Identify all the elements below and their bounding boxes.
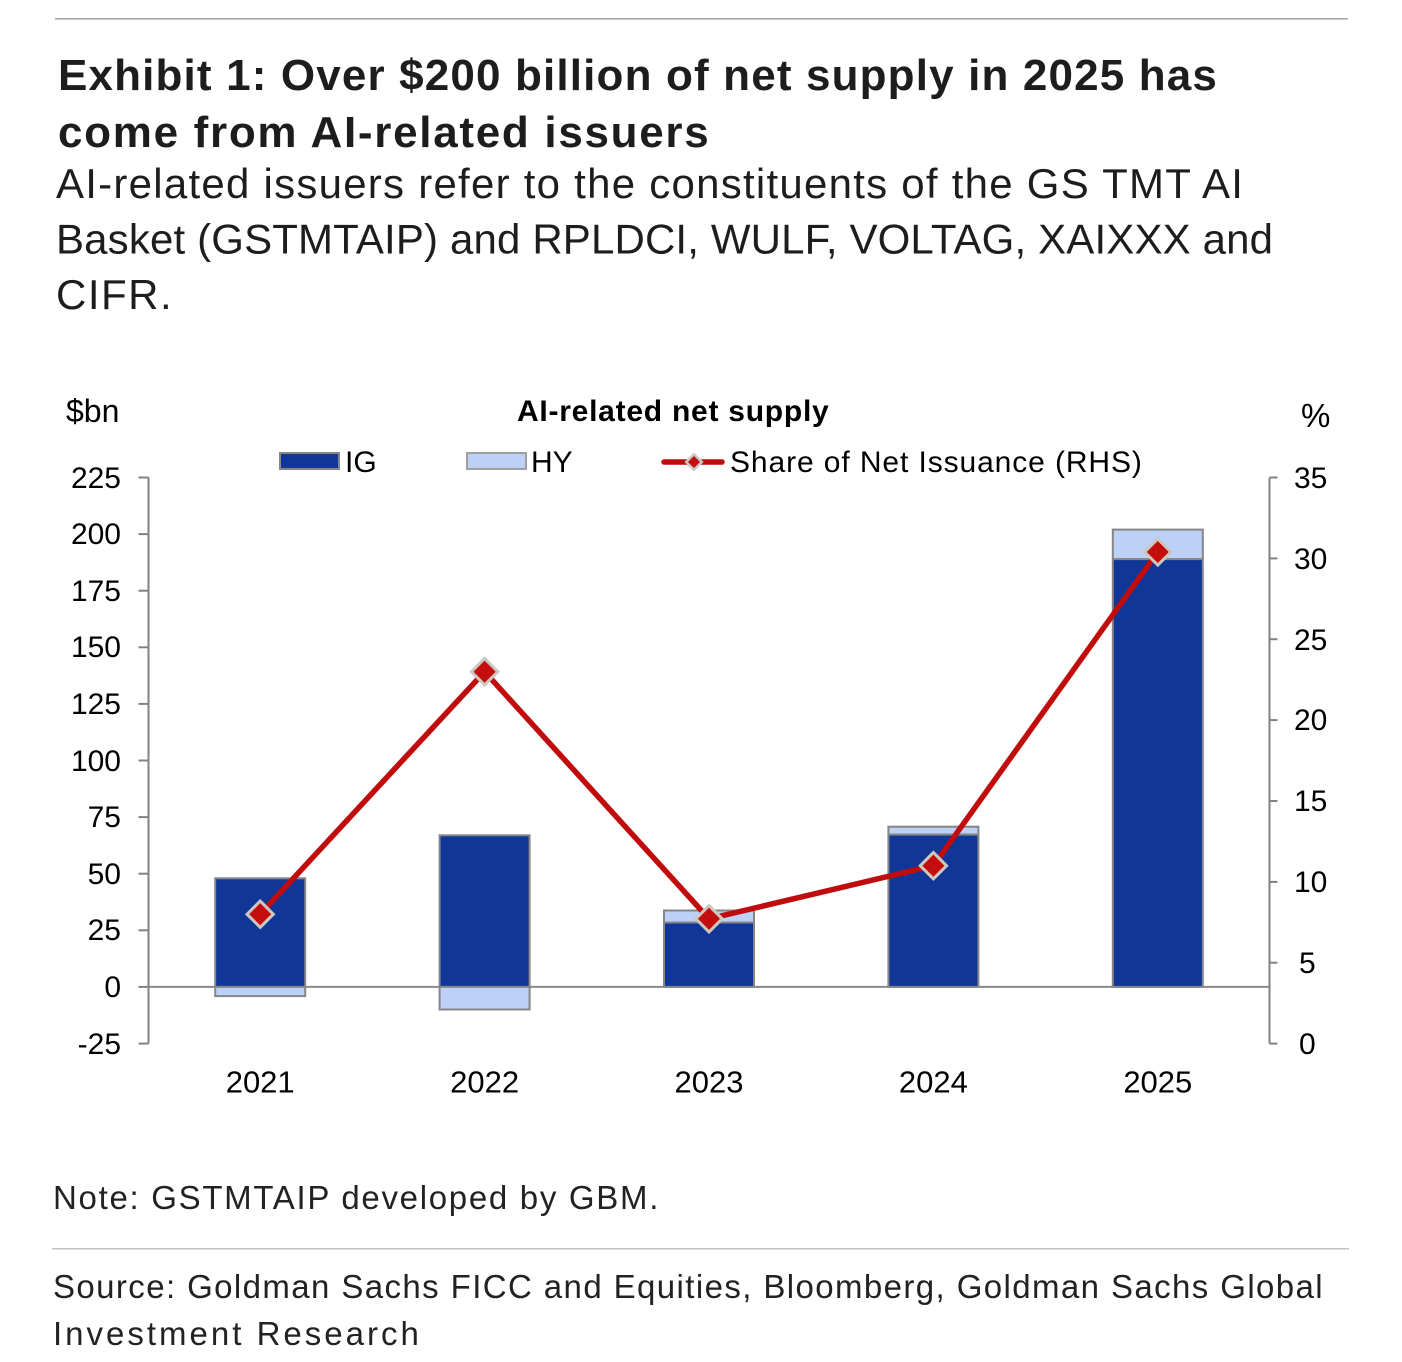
svg-text:20: 20 bbox=[1294, 704, 1327, 737]
svg-text:Investment Research: Investment Research bbox=[53, 1315, 422, 1352]
svg-text:Basket (GSTMTAIP) and RPLDCI,: Basket (GSTMTAIP) and RPLDCI, WULF, VOLT… bbox=[56, 216, 1273, 263]
svg-text:30: 30 bbox=[1294, 543, 1327, 576]
svg-text:Source: Goldman Sachs FICC and: Source: Goldman Sachs FICC and Equities,… bbox=[53, 1268, 1324, 1305]
svg-text:25: 25 bbox=[1294, 624, 1327, 657]
svg-text:100: 100 bbox=[71, 745, 121, 778]
svg-text:125: 125 bbox=[71, 688, 121, 721]
svg-text:5: 5 bbox=[1299, 947, 1316, 980]
svg-text:35: 35 bbox=[1294, 462, 1327, 495]
svg-text:Note: GSTMTAIP developed by GB: Note: GSTMTAIP developed by GBM. bbox=[53, 1179, 660, 1216]
svg-text:175: 175 bbox=[71, 575, 121, 608]
svg-text:0: 0 bbox=[1299, 1028, 1316, 1061]
svg-text:%: % bbox=[1301, 397, 1330, 434]
svg-text:0: 0 bbox=[104, 971, 121, 1004]
svg-text:-25: -25 bbox=[78, 1028, 121, 1061]
svg-text:AI-related issuers refer to th: AI-related issuers refer to the constitu… bbox=[56, 160, 1244, 207]
svg-text:2023: 2023 bbox=[675, 1065, 744, 1100]
svg-text:IG: IG bbox=[345, 446, 377, 479]
svg-text:15: 15 bbox=[1294, 785, 1327, 818]
svg-text:HY: HY bbox=[531, 446, 573, 479]
svg-text:225: 225 bbox=[71, 462, 121, 495]
svg-text:CIFR.: CIFR. bbox=[56, 271, 173, 318]
svg-text:2021: 2021 bbox=[226, 1065, 295, 1100]
svg-text:150: 150 bbox=[71, 631, 121, 664]
svg-text:10: 10 bbox=[1294, 866, 1327, 899]
svg-text:25: 25 bbox=[88, 914, 121, 947]
svg-text:50: 50 bbox=[88, 858, 121, 891]
svg-text:$bn: $bn bbox=[66, 393, 119, 429]
svg-text:2022: 2022 bbox=[450, 1065, 519, 1100]
svg-text:AI-related net supply: AI-related net supply bbox=[517, 395, 829, 428]
svg-text:2024: 2024 bbox=[899, 1065, 968, 1100]
svg-text:2025: 2025 bbox=[1123, 1065, 1192, 1100]
svg-text:come from AI-related issuers: come from AI-related issuers bbox=[58, 108, 710, 157]
svg-text:75: 75 bbox=[88, 801, 121, 834]
svg-text:Share of Net Issuance (RHS): Share of Net Issuance (RHS) bbox=[730, 446, 1143, 479]
svg-text:Exhibit 1: Over $200 billion o: Exhibit 1: Over $200 billion of net supp… bbox=[58, 51, 1218, 100]
svg-text:200: 200 bbox=[71, 518, 121, 551]
